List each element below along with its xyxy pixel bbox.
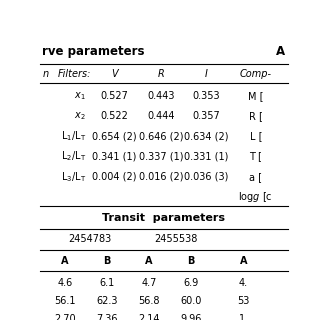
Text: 56.8: 56.8 (138, 296, 160, 306)
Text: A: A (276, 44, 285, 58)
Text: $x_1$: $x_1$ (74, 90, 86, 102)
Text: T [: T [ (249, 151, 262, 161)
Text: 0.522: 0.522 (100, 111, 128, 121)
Text: 0.341 (1): 0.341 (1) (92, 151, 137, 161)
Text: 0.634 (2): 0.634 (2) (184, 131, 228, 141)
Text: R [: R [ (249, 111, 263, 121)
Text: 62.3: 62.3 (96, 296, 118, 306)
Text: Transit  parameters: Transit parameters (102, 213, 226, 223)
Text: $\mathrm{L_1/L_T}$: $\mathrm{L_1/L_T}$ (61, 129, 86, 143)
Text: 4.: 4. (239, 278, 248, 288)
Text: 56.1: 56.1 (54, 296, 76, 306)
Text: 0.443: 0.443 (148, 91, 175, 101)
Text: 0.004 (2): 0.004 (2) (92, 172, 137, 182)
Text: A: A (61, 256, 68, 266)
Text: I: I (205, 69, 208, 79)
Text: $\mathrm{L_2/L_T}$: $\mathrm{L_2/L_T}$ (61, 149, 86, 163)
Text: $\mathrm{L_3/L_T}$: $\mathrm{L_3/L_T}$ (61, 170, 86, 184)
Text: 7.36: 7.36 (96, 314, 118, 320)
Text: 2.70: 2.70 (54, 314, 76, 320)
Text: 0.654 (2): 0.654 (2) (92, 131, 137, 141)
Text: 0.646 (2): 0.646 (2) (139, 131, 184, 141)
Text: 60.0: 60.0 (180, 296, 202, 306)
Text: M [: M [ (248, 91, 263, 101)
Text: 0.357: 0.357 (192, 111, 220, 121)
Text: A: A (145, 256, 153, 266)
Text: 1.: 1. (239, 314, 248, 320)
Text: Filters:: Filters: (57, 69, 91, 79)
Text: B: B (103, 256, 111, 266)
Text: rve parameters: rve parameters (43, 44, 145, 58)
Text: 6.1: 6.1 (99, 278, 115, 288)
Text: log$g$ [c: log$g$ [c (238, 190, 273, 204)
Text: 2454783: 2454783 (68, 235, 111, 244)
Text: Comp-: Comp- (240, 69, 272, 79)
Text: 2.14: 2.14 (138, 314, 160, 320)
Text: A: A (240, 256, 247, 266)
Text: R: R (158, 69, 165, 79)
Text: 0.353: 0.353 (192, 91, 220, 101)
Text: a [: a [ (249, 172, 262, 182)
Text: $x_2$: $x_2$ (74, 110, 86, 122)
Text: 4.6: 4.6 (57, 278, 72, 288)
Text: V: V (111, 69, 118, 79)
Text: 0.036 (3): 0.036 (3) (184, 172, 228, 182)
Text: 4.7: 4.7 (141, 278, 157, 288)
Text: 0.331 (1): 0.331 (1) (184, 151, 228, 161)
Text: 9.96: 9.96 (180, 314, 202, 320)
Text: L [: L [ (250, 131, 262, 141)
Text: 0.444: 0.444 (148, 111, 175, 121)
Text: n: n (43, 69, 49, 79)
Text: 0.016 (2): 0.016 (2) (139, 172, 184, 182)
Text: 53: 53 (237, 296, 250, 306)
Text: 6.9: 6.9 (184, 278, 199, 288)
Text: B: B (188, 256, 195, 266)
Text: 2455538: 2455538 (155, 235, 198, 244)
Text: 0.337 (1): 0.337 (1) (139, 151, 184, 161)
Text: 0.527: 0.527 (100, 91, 128, 101)
